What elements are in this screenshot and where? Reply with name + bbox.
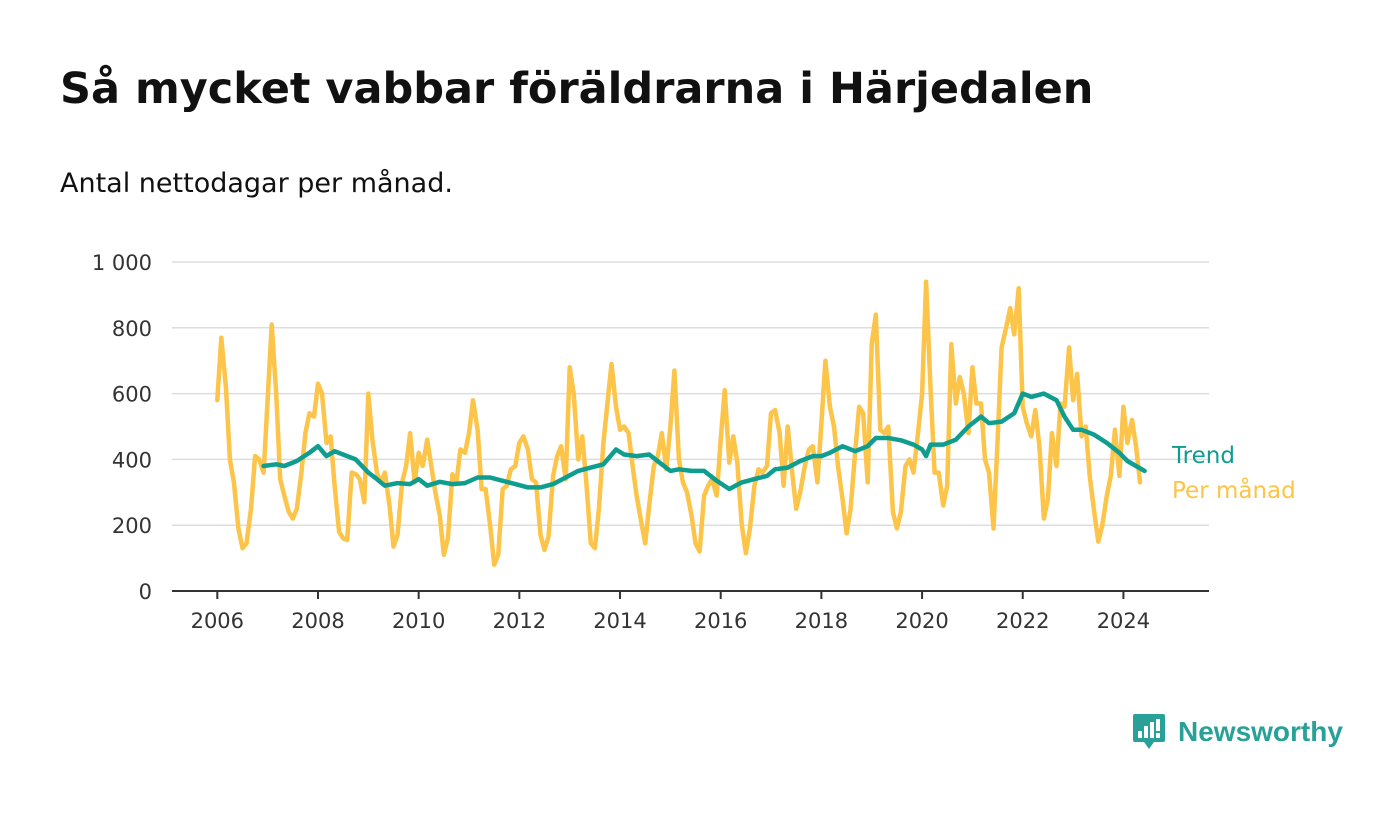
y-tick-label: 800 <box>112 317 152 341</box>
x-tick-label: 2008 <box>291 609 344 633</box>
y-tick-label: 0 <box>139 580 152 604</box>
x-tick-label: 2014 <box>593 609 646 633</box>
y-tick-label: 200 <box>112 514 152 538</box>
y-axis-ticks: 0 200 400 600 800 1 000 <box>92 251 152 604</box>
brand-name: Newsworthy <box>1178 716 1343 747</box>
chart-title: Så mycket vabbar föräldrarna i Härjedale… <box>60 64 1094 114</box>
series-lines <box>215 279 1147 567</box>
x-axis-ticks: 2006 2008 2010 2012 2014 2016 2018 2020 2022 2024 <box>191 591 1150 633</box>
x-tick-label: 2024 <box>1097 609 1150 633</box>
x-tick-label: 2012 <box>493 609 546 633</box>
newsworthy-logo-icon <box>1133 714 1165 749</box>
grid-lines <box>172 261 1209 592</box>
chart-subtitle: Antal nettodagar per månad. <box>60 168 453 199</box>
y-tick-label: 600 <box>112 383 152 407</box>
x-tick-label: 2020 <box>895 609 948 633</box>
series-line-trend <box>261 391 1147 492</box>
x-tick-label: 2016 <box>694 609 747 633</box>
y-tick-label: 1 000 <box>92 251 152 275</box>
x-tick-label: 2010 <box>392 609 445 633</box>
x-tick-label: 2006 <box>191 609 244 633</box>
brand-logo: Newsworthy <box>1132 712 1343 752</box>
x-tick-label: 2018 <box>795 609 848 633</box>
x-tick-label: 2022 <box>996 609 1049 633</box>
y-tick-label: 400 <box>112 448 152 472</box>
series-line-per-manad <box>215 279 1143 567</box>
legend-label-per-manad: Per månad <box>1172 476 1296 504</box>
legend: Trend Per månad <box>1171 443 1296 504</box>
legend-label-trend: Trend <box>1171 443 1235 469</box>
